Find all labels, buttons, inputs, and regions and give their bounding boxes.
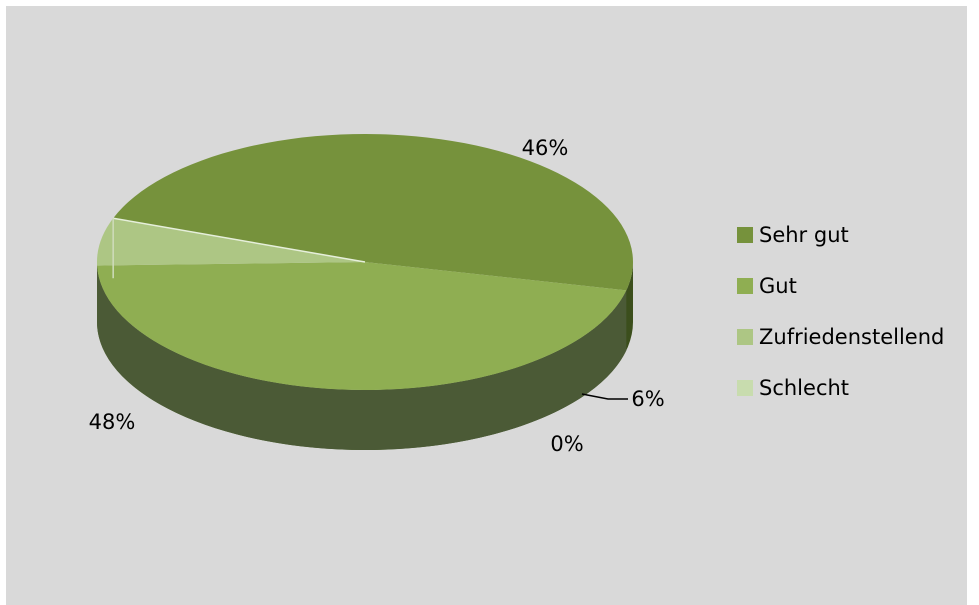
pie-slice-sehr-gut xyxy=(113,133,634,291)
pie-slice-gut xyxy=(97,262,627,390)
legend-swatch xyxy=(737,277,753,294)
legend: Sehr gut Gut Zufriedenstellend Schlecht xyxy=(737,209,944,413)
pie-slice-schlecht xyxy=(113,217,366,263)
legend-label: Schlecht xyxy=(759,375,850,400)
leader-lines xyxy=(581,393,628,400)
legend-swatch xyxy=(737,379,753,396)
data-label-gut: 46% xyxy=(522,136,569,160)
legend-label: Sehr gut xyxy=(759,222,849,247)
data-label-sehr-gut: 48% xyxy=(89,410,136,434)
data-label-zufriedenstellend: 6% xyxy=(631,387,664,411)
legend-label: Gut xyxy=(759,273,797,298)
data-labels: 48% 46% 6% 0% xyxy=(89,136,665,456)
leader-line-zufriedenstellend xyxy=(581,393,628,400)
pie-slices xyxy=(97,133,634,390)
legend-item-gut: Gut xyxy=(737,260,944,311)
legend-swatch xyxy=(737,328,753,345)
legend-item-zufriedenstellend: Zufriedenstellend xyxy=(737,311,944,362)
legend-swatch xyxy=(737,226,753,243)
pie-side-walls xyxy=(97,262,633,450)
legend-item-sehr-gut: Sehr gut xyxy=(737,209,944,260)
legend-label: Zufriedenstellend xyxy=(759,324,945,349)
pie-slice-zufriedenstellend xyxy=(97,218,365,266)
data-label-schlecht: 0% xyxy=(550,432,583,456)
legend-item-schlecht: Schlecht xyxy=(737,362,944,413)
pie-side-segment xyxy=(97,265,627,450)
